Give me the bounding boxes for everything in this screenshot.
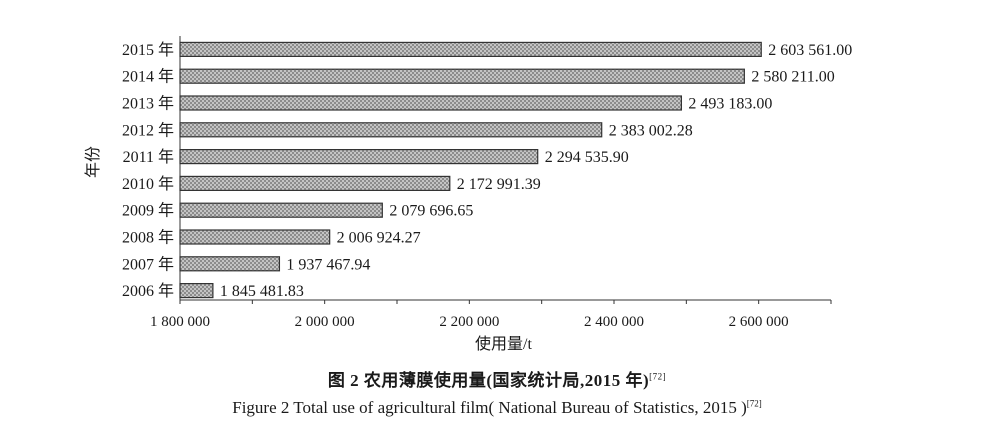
bar xyxy=(179,175,451,191)
bar xyxy=(179,149,539,165)
figure-caption-english: Figure 2 Total use of agricultural film(… xyxy=(0,398,994,418)
bar xyxy=(179,122,603,138)
y-category-label: 2010 年 xyxy=(122,175,174,193)
figure-caption-chinese: 图 2 农用薄膜使用量(国家统计局,2015 年)[72] xyxy=(0,366,994,391)
x-tick-label: 2 200 000 xyxy=(439,314,499,330)
y-axis-title: 年份 xyxy=(84,146,102,178)
y-category-label: 2009 年 xyxy=(122,202,174,220)
bar xyxy=(179,202,383,218)
y-category-label: 2012 年 xyxy=(122,121,174,139)
bar xyxy=(179,68,745,84)
y-category-label: 2011 年 xyxy=(123,148,174,166)
y-category-label: 2008 年 xyxy=(122,229,174,247)
bar-value-label: 2 493 183.00 xyxy=(688,96,772,113)
bar xyxy=(179,229,331,245)
y-category-label: 2014 年 xyxy=(122,68,174,86)
bar-value-label: 1 937 467.94 xyxy=(286,256,370,273)
bar-value-label: 1 845 481.83 xyxy=(220,283,304,300)
caption-cn-text: 图 2 农用薄膜使用量(国家统计局,2015 年) xyxy=(327,371,650,390)
x-axis-title: 使用量/t xyxy=(475,335,532,353)
bar xyxy=(179,41,762,58)
bar-value-label: 2 079 696.65 xyxy=(389,203,473,220)
x-tick-label: 1 800 000 xyxy=(150,314,210,330)
bar-chart: 1 800 000 2 000 000 2 200 000 2 400 000 2 60… xyxy=(84,36,852,353)
x-axis-ticks: 1 800 000 2 000 000 2 200 000 2 400 000 2 60… xyxy=(150,300,832,330)
caption-en-text: Figure 2 Total use of agricultural film(… xyxy=(232,398,747,417)
caption-en-ref: [72] xyxy=(746,398,762,409)
y-category-label: 2013 年 xyxy=(122,95,174,113)
y-category-label: 2015 年 xyxy=(122,41,174,59)
x-tick-label: 2 600 000 xyxy=(729,314,789,330)
bar-value-label: 2 172 991.39 xyxy=(457,176,541,193)
caption-cn-ref: [72] xyxy=(649,371,667,382)
x-tick-label: 2 000 000 xyxy=(295,314,355,330)
bar-value-label: 2 603 561.00 xyxy=(768,42,852,59)
x-tick-label: 2 400 000 xyxy=(584,314,644,330)
bars: 2006 年 1 845 481.83 2007 年 1 937 467.94 2008… xyxy=(122,41,852,300)
y-category-label: 2006 年 xyxy=(122,282,174,300)
y-category-label: 2007 年 xyxy=(122,255,174,273)
bar-value-label: 2 294 535.90 xyxy=(545,149,629,166)
bar xyxy=(179,95,683,111)
bar-value-label: 2 006 924.27 xyxy=(337,230,421,247)
bar xyxy=(179,283,214,299)
bar-value-label: 2 580 211.00 xyxy=(751,69,834,86)
bar-value-label: 2 383 002.28 xyxy=(609,122,693,139)
bar xyxy=(179,256,281,272)
